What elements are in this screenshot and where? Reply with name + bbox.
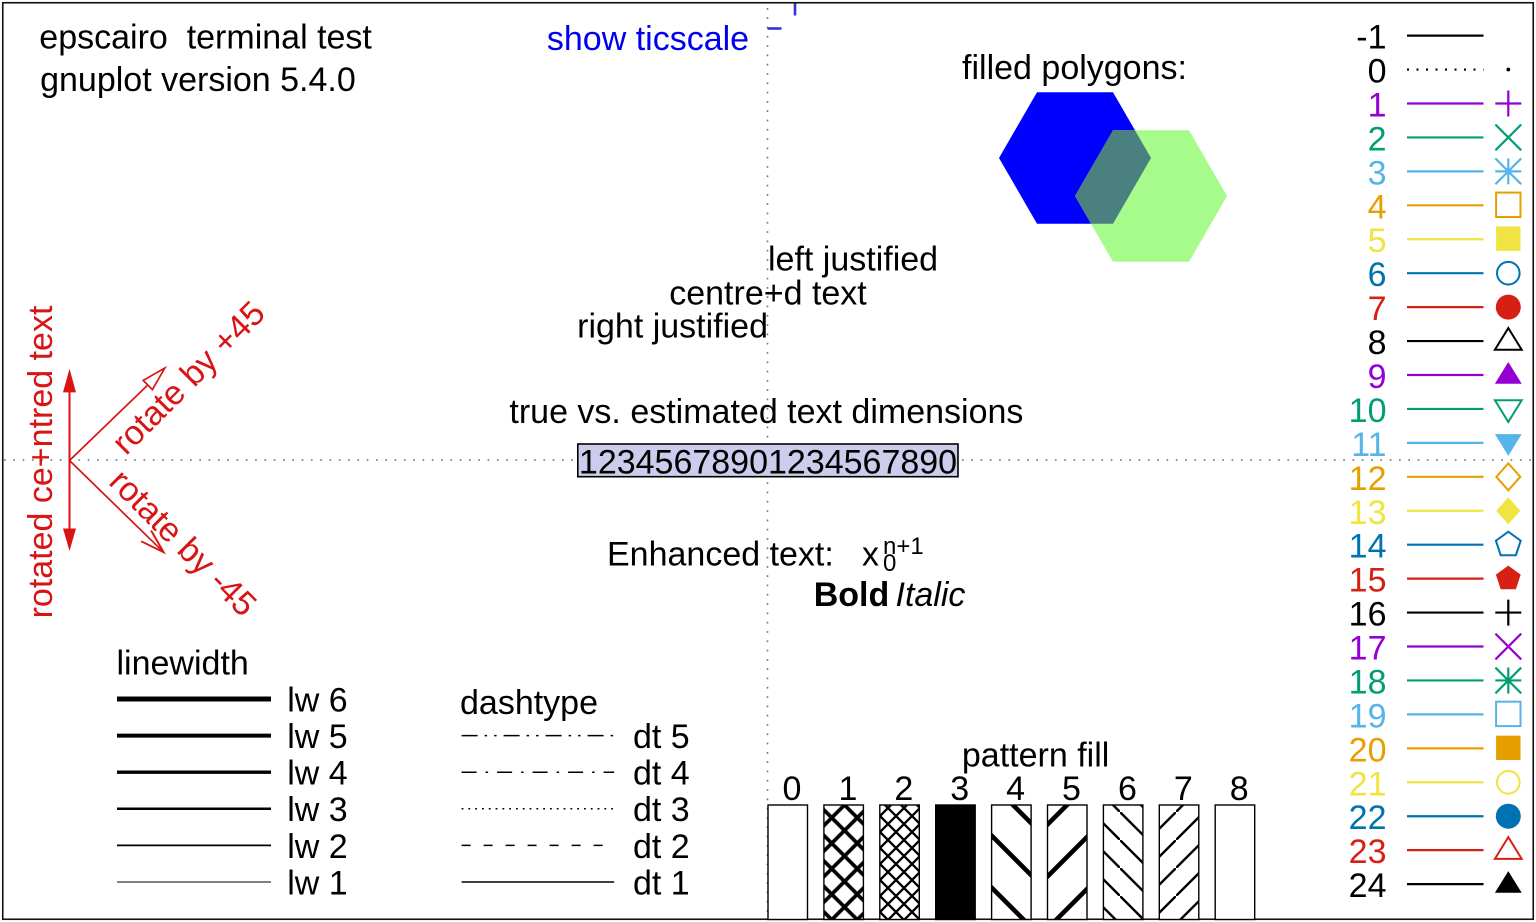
svg-text:2: 2 — [1368, 120, 1387, 158]
svg-text:dt 2: dt 2 — [633, 828, 690, 866]
svg-text:filled polygons:: filled polygons: — [962, 49, 1187, 87]
svg-text:n+1: n+1 — [883, 533, 924, 560]
svg-text:left justified: left justified — [768, 241, 938, 279]
svg-text:21: 21 — [1349, 765, 1387, 803]
svg-text:6: 6 — [1118, 770, 1137, 808]
svg-text:lw 1: lw 1 — [287, 864, 347, 902]
svg-text:dt 1: dt 1 — [633, 864, 690, 902]
svg-text:rotated ce+ntred text: rotated ce+ntred text — [22, 305, 60, 618]
svg-text:24: 24 — [1349, 867, 1387, 905]
svg-text:Enhanced text:: Enhanced text: — [607, 536, 834, 574]
svg-text:2: 2 — [894, 770, 913, 808]
svg-text:16: 16 — [1349, 596, 1387, 634]
svg-text:lw 5: lw 5 — [287, 718, 347, 756]
svg-text:Bold: Bold — [814, 576, 890, 614]
svg-text:dt 5: dt 5 — [633, 718, 690, 756]
svg-text:dt 3: dt 3 — [633, 791, 690, 829]
svg-text:linewidth: linewidth — [117, 645, 249, 683]
svg-text:1: 1 — [1368, 86, 1387, 124]
svg-text:0: 0 — [783, 770, 802, 808]
svg-text:lw 6: lw 6 — [287, 681, 347, 719]
svg-text:rotate by -45: rotate by -45 — [102, 462, 264, 624]
svg-text:3: 3 — [950, 770, 969, 808]
svg-text:0: 0 — [883, 550, 896, 577]
svg-text:20: 20 — [1349, 731, 1387, 769]
svg-text:23: 23 — [1349, 833, 1387, 871]
svg-text:0: 0 — [1368, 53, 1387, 91]
svg-text:17: 17 — [1349, 630, 1387, 668]
svg-text:right justified: right justified — [577, 308, 768, 346]
svg-text:8: 8 — [1230, 770, 1249, 808]
svg-text:gnuplot version 5.4.0: gnuplot version 5.4.0 — [40, 61, 356, 99]
svg-text:19: 19 — [1349, 697, 1387, 735]
svg-text:6: 6 — [1368, 256, 1387, 294]
svg-text:rotate by +45: rotate by +45 — [105, 294, 273, 462]
svg-text:1: 1 — [838, 770, 857, 808]
svg-text:13: 13 — [1349, 494, 1387, 532]
svg-text:lw 4: lw 4 — [287, 755, 347, 793]
svg-text:11: 11 — [1351, 426, 1386, 464]
svg-text:Italic: Italic — [896, 576, 966, 614]
svg-text:10: 10 — [1349, 392, 1387, 430]
svg-text:dashtype: dashtype — [460, 684, 598, 722]
svg-text:4: 4 — [1368, 188, 1387, 226]
svg-text:12345678901234567890: 12345678901234567890 — [579, 444, 957, 482]
svg-text:epscairo terminal test: epscairo terminal test — [39, 19, 372, 57]
svg-text:lw 2: lw 2 — [287, 828, 347, 866]
svg-text:7: 7 — [1368, 290, 1387, 328]
svg-text:3: 3 — [1368, 154, 1387, 192]
svg-text:x: x — [862, 536, 879, 574]
svg-text:show ticscale: show ticscale — [547, 20, 749, 58]
svg-text:14: 14 — [1349, 528, 1387, 566]
svg-text:pattern fill: pattern fill — [962, 736, 1109, 774]
svg-text:5: 5 — [1062, 770, 1081, 808]
svg-text:22: 22 — [1349, 799, 1387, 837]
svg-text:4: 4 — [1006, 770, 1025, 808]
svg-text:centre+d text: centre+d text — [669, 275, 867, 313]
svg-text:9: 9 — [1368, 358, 1387, 396]
svg-text:18: 18 — [1349, 663, 1387, 701]
svg-text:15: 15 — [1349, 562, 1387, 600]
svg-text:8: 8 — [1368, 324, 1387, 362]
svg-text:7: 7 — [1174, 770, 1193, 808]
svg-text:12: 12 — [1349, 460, 1387, 498]
svg-text:-1: -1 — [1356, 19, 1386, 57]
svg-text:dt 4: dt 4 — [633, 755, 690, 793]
svg-text:5: 5 — [1368, 222, 1387, 260]
svg-text:true vs. estimated text dimens: true vs. estimated text dimensions — [509, 393, 1023, 431]
svg-text:lw 3: lw 3 — [287, 791, 347, 829]
